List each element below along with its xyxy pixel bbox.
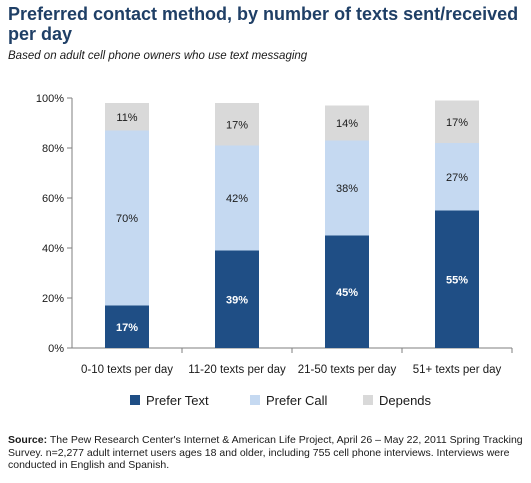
data-label: 11% bbox=[116, 112, 137, 124]
x-tick-label: 21-50 texts per day bbox=[298, 364, 397, 376]
legend-label: Prefer Call bbox=[266, 393, 328, 408]
y-tick-label: 20% bbox=[42, 293, 64, 305]
bar-segment bbox=[435, 210, 479, 348]
x-tick-label: 0-10 texts per day bbox=[81, 364, 173, 376]
source-note: Source: The Pew Research Center's Intern… bbox=[8, 434, 528, 472]
y-tick-label: 60% bbox=[42, 193, 64, 205]
legend-swatch bbox=[250, 395, 260, 405]
bar-segment bbox=[325, 235, 369, 348]
x-tick-label: 11-20 texts per day bbox=[188, 364, 286, 376]
data-label: 55% bbox=[446, 274, 468, 286]
y-tick-label: 0% bbox=[48, 343, 64, 355]
data-label: 39% bbox=[226, 294, 248, 306]
legend-swatch bbox=[130, 395, 140, 405]
y-tick-label: 80% bbox=[42, 143, 64, 155]
bar-segment bbox=[105, 305, 149, 348]
bar-segment bbox=[215, 145, 259, 251]
data-label: 17% bbox=[226, 119, 248, 131]
data-label: 17% bbox=[116, 322, 138, 334]
data-label: 42% bbox=[226, 193, 248, 205]
bar-segment bbox=[215, 250, 259, 348]
bar-segment bbox=[105, 103, 149, 131]
data-label: 14% bbox=[336, 118, 358, 130]
bar-segment bbox=[325, 140, 369, 236]
stacked-bar-chart: 0% 20% 40% 60% 80% 100% 17% 70% 11% 0-10 texts pe… bbox=[36, 93, 513, 408]
y-tick-label: 40% bbox=[42, 243, 64, 255]
data-label: 17% bbox=[446, 117, 468, 129]
chart-title: Preferred contact method, by number of t… bbox=[8, 4, 519, 44]
data-label: 27% bbox=[446, 172, 468, 184]
bar-segment bbox=[325, 105, 369, 141]
bar-segment bbox=[105, 130, 149, 306]
x-tick-label: 51+ texts per day bbox=[413, 364, 502, 376]
bar-segment bbox=[435, 100, 479, 143]
legend-label: Depends bbox=[379, 393, 432, 408]
legend-swatch bbox=[363, 395, 373, 405]
source-label: Source: bbox=[8, 434, 48, 446]
data-label: 70% bbox=[116, 213, 138, 225]
bar-segment bbox=[435, 143, 479, 211]
data-label: 45% bbox=[336, 287, 358, 299]
chart-subtitle: Based on adult cell phone owners who use… bbox=[8, 50, 308, 62]
source-text: The Pew Research Center's Internet & Ame… bbox=[8, 434, 523, 471]
bar-segment bbox=[215, 103, 259, 146]
data-label: 38% bbox=[336, 183, 358, 195]
legend-label: Prefer Text bbox=[146, 393, 209, 408]
y-tick-label: 100% bbox=[36, 93, 64, 105]
